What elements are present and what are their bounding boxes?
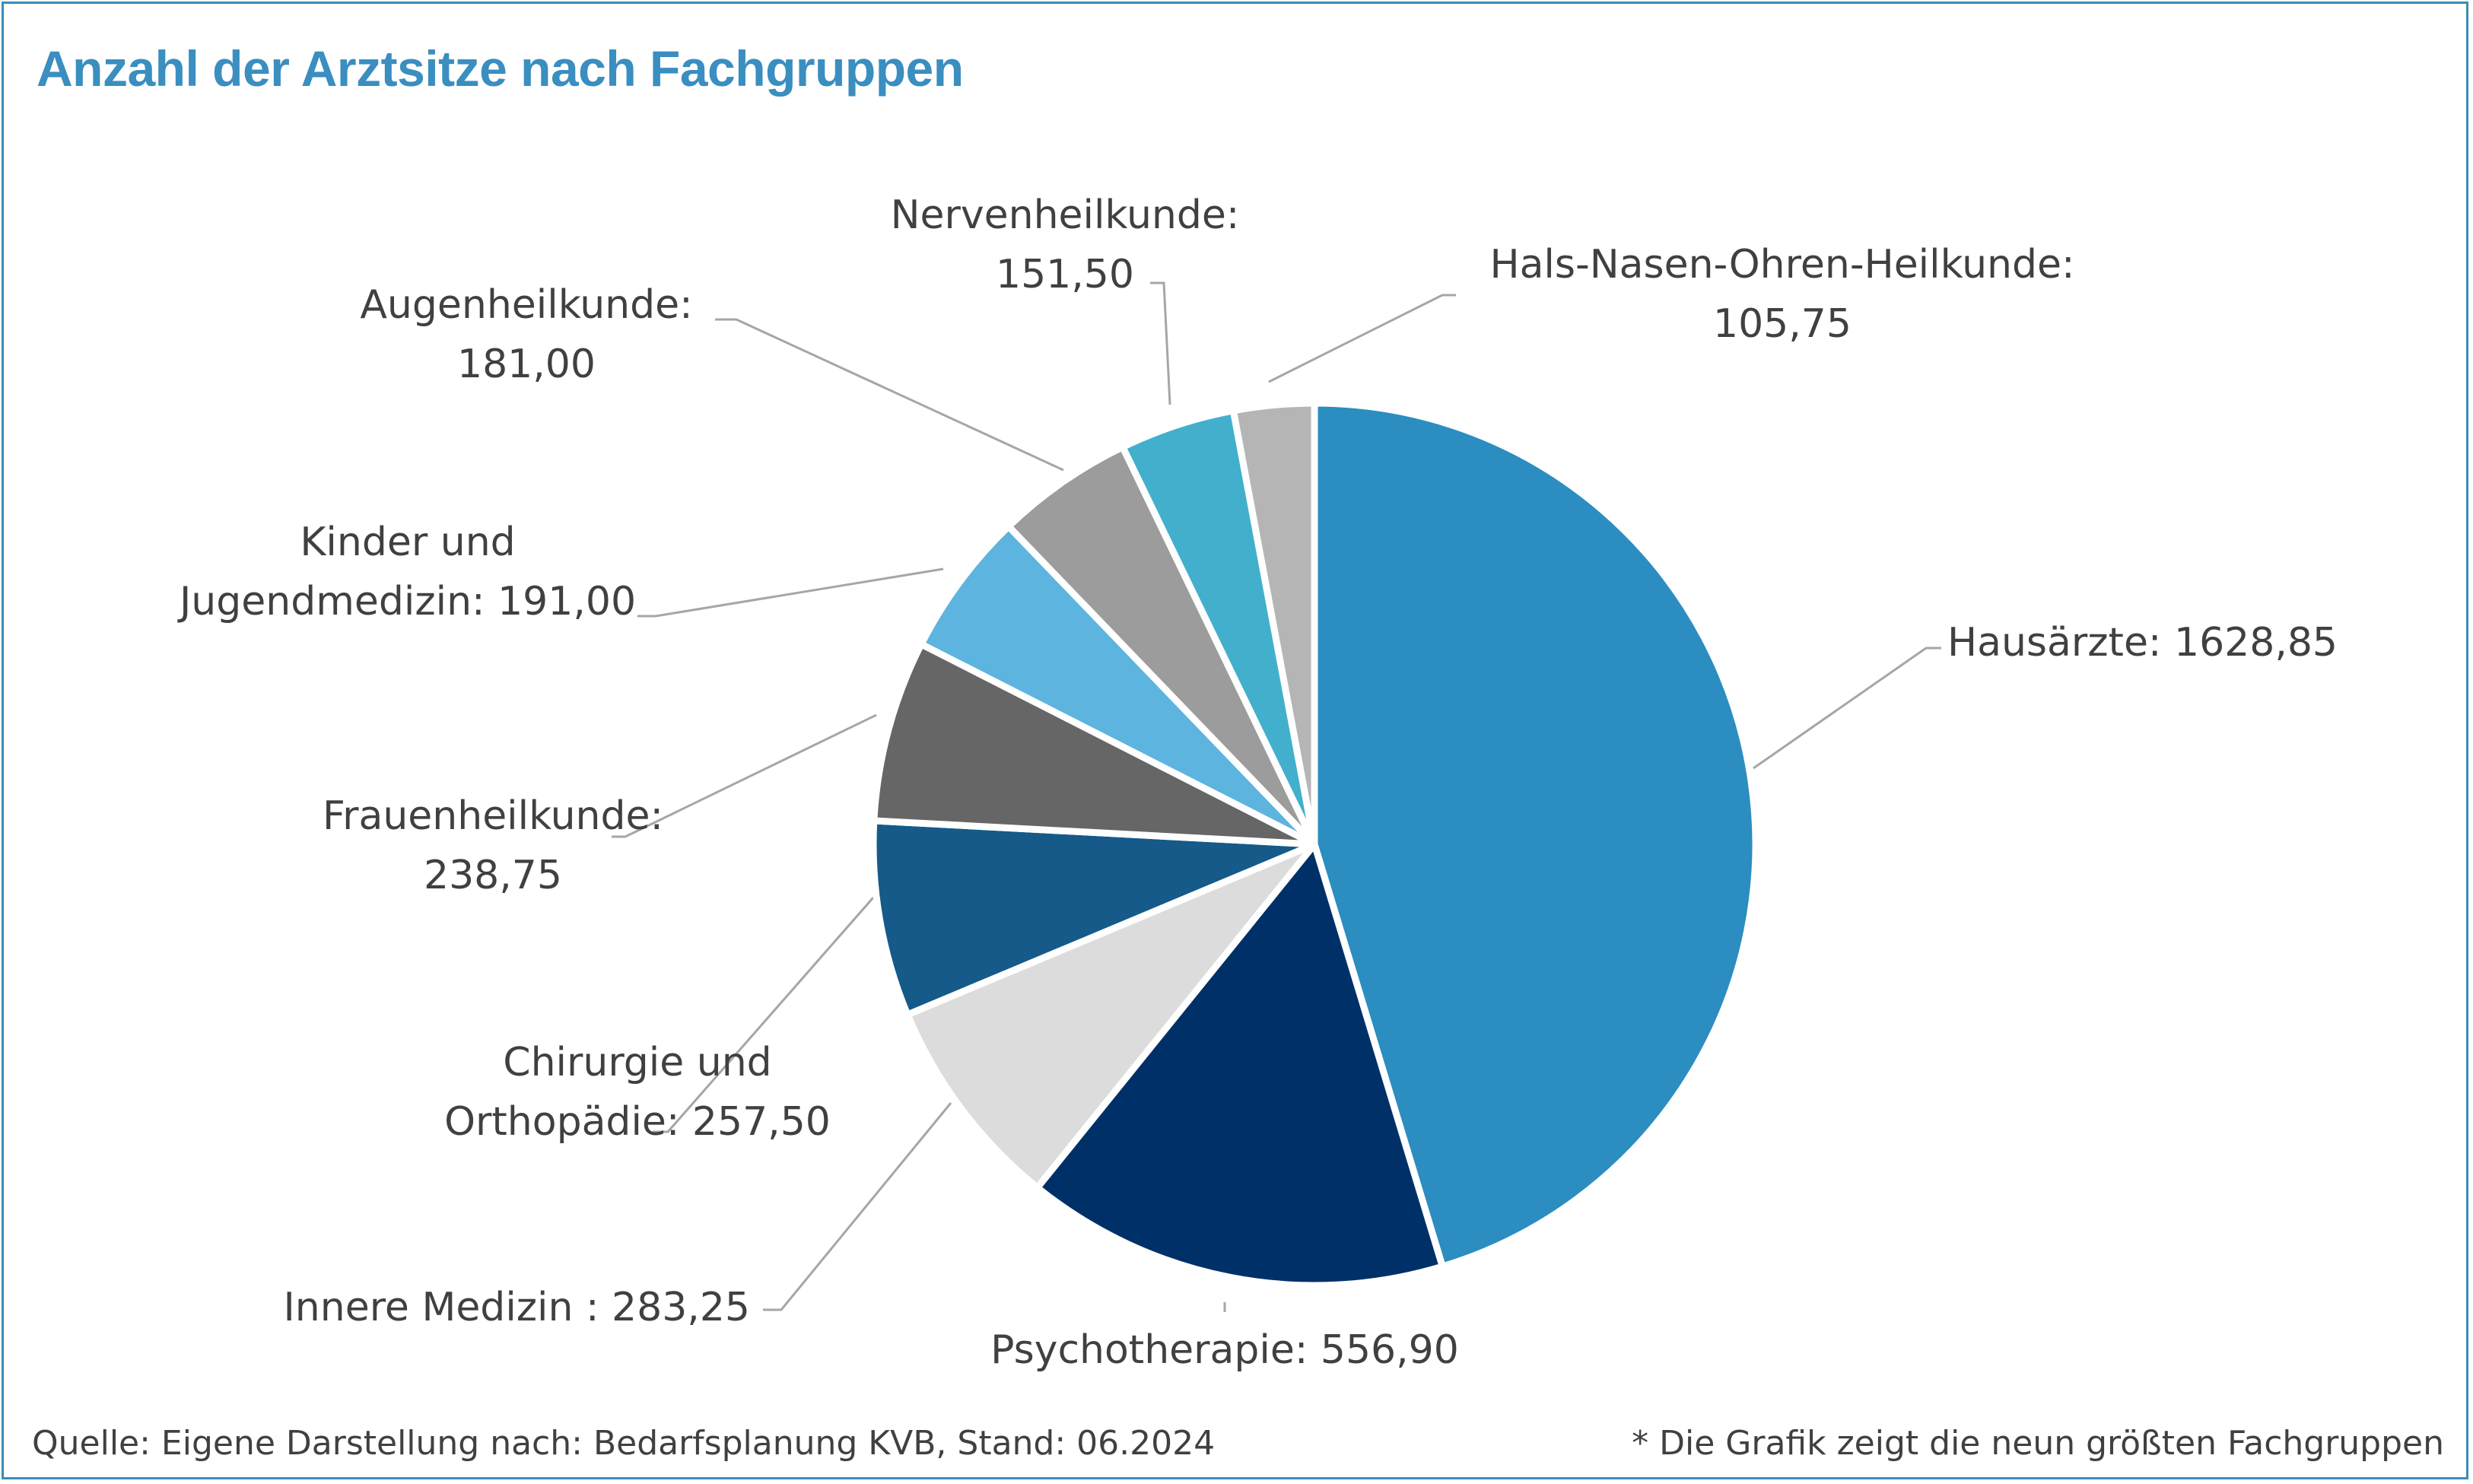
data-label-line: Chirurgie und — [503, 1040, 771, 1085]
data-label-line: Frauenheilkunde: — [323, 793, 663, 839]
leader-line-6 — [637, 567, 944, 618]
data-label-4: Chirurgie und Orthopädie: 257,50 — [444, 1040, 831, 1145]
pie-slice-4 — [869, 817, 1318, 1018]
data-label-1: Hausärzte: 1628,85 — [1947, 620, 2338, 666]
chart-title: Anzahl der Arztsitze nach Fachgruppen — [37, 40, 964, 97]
data-label-line: Augenheilkunde: — [360, 282, 692, 328]
leader-line-7 — [715, 318, 1064, 472]
leader-line-9 — [1268, 294, 1456, 383]
leader-line-3 — [763, 1102, 952, 1311]
data-label-line: 105,75 — [1713, 301, 1852, 347]
pie-slice-7 — [1005, 443, 1318, 848]
leader-line-4 — [653, 897, 875, 1133]
data-label-line: Nervenheilkunde: — [891, 192, 1240, 238]
leader-line-1 — [1753, 647, 1941, 770]
data-label-5: Frauenheilkunde: 238,75 — [323, 793, 663, 898]
data-label-line: 238,75 — [424, 853, 562, 898]
footnote: * Die Grafik zeigt die neun größten Fach… — [1632, 1424, 2444, 1463]
source-note: Quelle: Eigene Darstellung nach: Bedarfs… — [32, 1424, 1216, 1463]
pie-slice-5 — [870, 640, 1318, 848]
leader-line-8 — [1150, 281, 1171, 405]
data-label-line: Orthopädie: 257,50 — [444, 1099, 831, 1145]
pie-slice-9 — [1229, 399, 1318, 848]
data-label-3: Innere Medizin : 283,25 — [283, 1285, 750, 1330]
data-label-2: Psychotherapie: 556,90 — [990, 1327, 1459, 1373]
data-label-line: 181,00 — [457, 342, 596, 387]
data-label-line: Psychotherapie: 556,90 — [990, 1327, 1459, 1373]
data-label-9: Hals-Nasen-Ohren-Heilkunde: 105,75 — [1489, 242, 2074, 347]
data-label-8: Nervenheilkunde: 151,50 — [891, 192, 1240, 297]
data-label-line: Kinder und — [300, 520, 515, 565]
data-label-line: Jugendmedizin: 191,00 — [177, 579, 636, 624]
data-label-line: 151,50 — [996, 252, 1134, 297]
pie-slice-2 — [1034, 841, 1446, 1289]
data-label-line: Innere Medizin : 283,25 — [283, 1285, 750, 1330]
data-label-line: Hals-Nasen-Ohren-Heilkunde: — [1489, 242, 2074, 288]
pie-slice-6 — [917, 523, 1318, 848]
leader-line-5 — [612, 713, 877, 838]
data-label-6: Kinder und Jugendmedizin: 191,00 — [177, 520, 636, 624]
data-label-line: Hausärzte: 1628,85 — [1947, 620, 2338, 666]
data-label-7: Augenheilkunde: 181,00 — [360, 282, 692, 387]
pie-slice-1 — [1311, 399, 1759, 1270]
pie-slice-3 — [904, 841, 1318, 1191]
